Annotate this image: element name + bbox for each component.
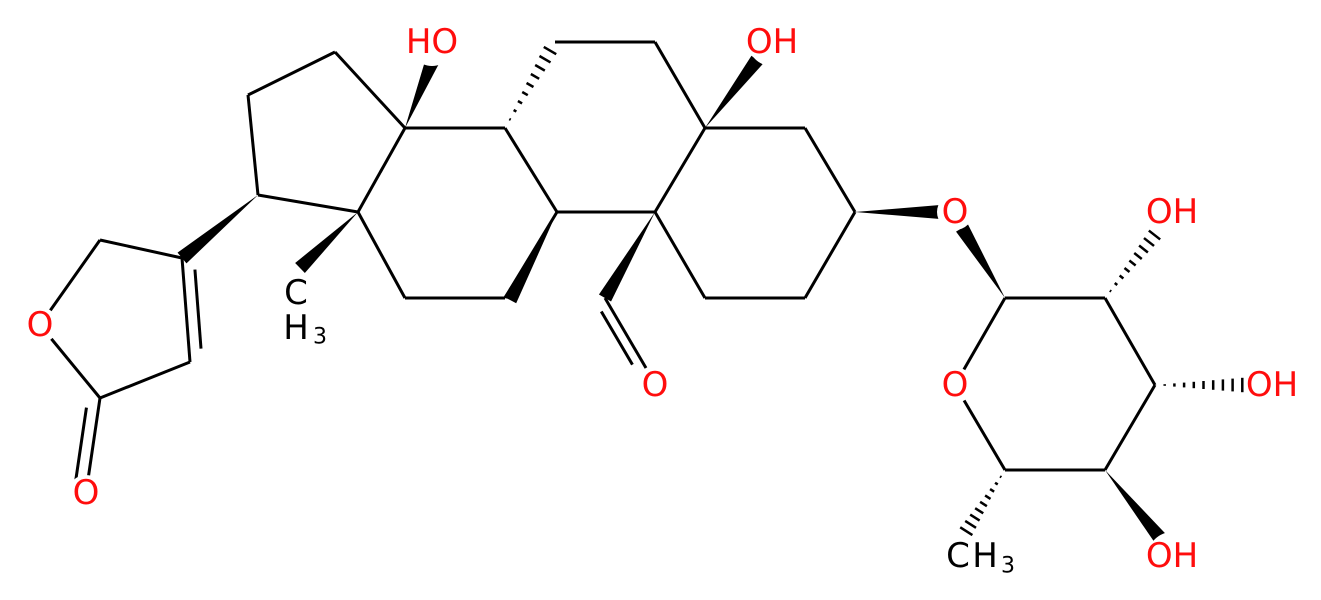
wedge-bond	[855, 205, 940, 219]
methyl-count: 3	[313, 325, 327, 350]
hashed-bond	[512, 108, 518, 113]
hashed-bond	[1148, 229, 1161, 241]
bond	[333, 50, 407, 130]
hashed-bond	[974, 507, 984, 515]
bond	[803, 211, 857, 299]
bond	[99, 360, 191, 400]
label-bg	[280, 275, 320, 345]
label-bg	[940, 536, 1020, 576]
atom-label: HO	[406, 22, 458, 62]
bond	[653, 127, 707, 213]
double-bond	[193, 269, 203, 349]
hashed-bond	[1138, 244, 1149, 254]
hashed-bond	[508, 117, 512, 121]
hashed-bond	[1109, 289, 1112, 293]
hashed-bond	[525, 81, 535, 89]
bond	[180, 257, 192, 363]
bond	[603, 297, 648, 369]
label-bg	[1148, 188, 1196, 236]
atom-label: O	[642, 365, 669, 405]
wedge-bond	[956, 224, 1005, 298]
bond	[1103, 297, 1157, 386]
bond	[257, 193, 359, 214]
bonds	[38, 40, 1244, 543]
bond	[247, 50, 336, 97]
bond	[1103, 384, 1157, 471]
bond	[246, 94, 260, 196]
hashed-bond	[959, 526, 974, 537]
methyl-hydrogen: H	[972, 536, 998, 576]
wedge-bond	[705, 55, 763, 128]
bond	[356, 127, 407, 213]
hashed-bond	[534, 63, 546, 72]
atom-label: OH	[1146, 192, 1198, 232]
hashed-bond	[964, 519, 977, 529]
atom-label: OH	[746, 22, 798, 62]
label-bg	[1248, 361, 1296, 409]
double-bond	[74, 407, 88, 481]
hashed-bond	[979, 500, 988, 508]
wedge-bond	[598, 212, 655, 302]
hashed-bond	[984, 494, 992, 500]
bond	[653, 211, 707, 299]
atom-labels: HO OH O O O O OH O OH OH C H 3 C H 3	[22, 18, 1298, 580]
label-bg	[937, 367, 973, 403]
label-bg	[637, 367, 673, 403]
label-bg	[22, 307, 58, 343]
hashed-bond	[1128, 259, 1137, 267]
atom-label: O	[942, 192, 969, 232]
atom-label: OH	[1146, 536, 1198, 576]
label-bg	[1148, 532, 1196, 580]
hashed-bond	[1123, 267, 1131, 273]
wedge-bond	[503, 212, 557, 304]
bond	[653, 41, 707, 129]
hashed-bond	[999, 475, 1003, 479]
hashed-bond	[1118, 274, 1125, 280]
bond	[356, 211, 407, 299]
atom-label: O	[73, 473, 100, 513]
hashed-bond	[969, 513, 981, 522]
wedge-bond	[295, 212, 358, 274]
atom-label: OH	[1246, 365, 1298, 405]
bond	[803, 127, 857, 213]
double-bond	[599, 310, 634, 366]
hashed-bond	[1143, 237, 1155, 247]
wedge-bond	[405, 59, 439, 128]
atom-label: O	[27, 305, 54, 345]
bond	[503, 127, 559, 213]
methyl-hydrogen: H	[283, 308, 309, 348]
hashed-bond	[543, 45, 557, 56]
wedge-bond	[177, 195, 258, 264]
methyl-carbon: C	[284, 273, 308, 313]
hashed-bond	[530, 72, 540, 80]
hashed-bond	[989, 488, 995, 493]
hashed-bond	[517, 99, 523, 105]
hashed-bond	[1113, 282, 1119, 286]
label-bg	[68, 475, 104, 511]
label-bg	[937, 194, 973, 230]
hashed-bond	[538, 54, 552, 64]
hashed-bond	[994, 481, 999, 486]
atom-label: O	[942, 365, 969, 405]
label-bg	[748, 18, 796, 66]
methyl-carbon: C	[946, 536, 970, 576]
hashed-bond	[1133, 252, 1143, 260]
label-bg	[408, 18, 456, 66]
methyl-count: 3	[1001, 554, 1015, 579]
bond	[99, 238, 183, 260]
hashed-bond	[521, 90, 529, 97]
wedge-bond	[1105, 470, 1166, 543]
